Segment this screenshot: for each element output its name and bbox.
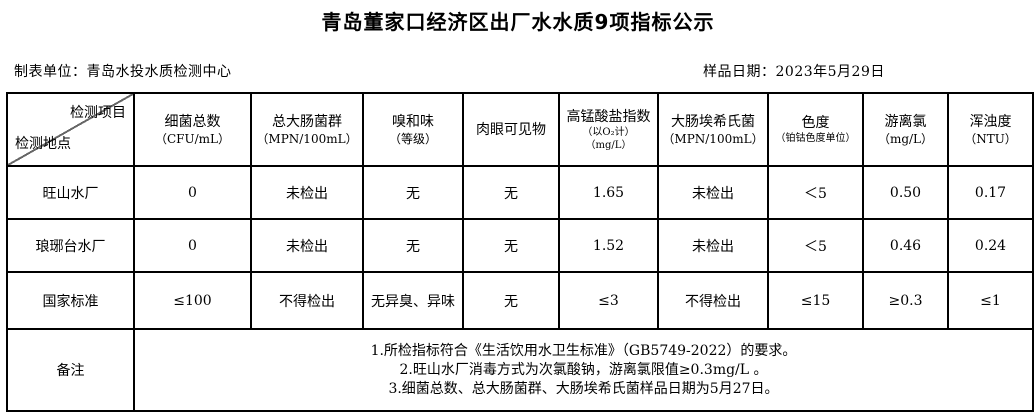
value-cell: 无异臭、异味 [362,271,464,330]
value-cell: ≤1 [947,271,1034,330]
value-cell: 无 [362,218,464,273]
value-cell: ≤15 [767,271,864,330]
sample-date-label: 样品日期：2023年5月29日 [703,64,885,80]
value-cell: 无 [462,218,560,273]
value-cell: 不得检出 [250,271,364,330]
value-cell: 未检出 [657,165,769,220]
remarks-content-cell: 1.所检指标符合《生活饮用水卫生标准》（GB5749-2022）的要求。 2.旺… [133,328,1034,412]
column-header-free-chlorine: 游离氯 （mg/L） [862,92,949,167]
corner-label-items: 检测项目 [70,105,126,121]
value-cell: 0 [133,165,252,220]
header-row: 检测项目 检测地点 细菌总数 （CFU/mL） 总大肠菌群 （MPN/100mL… [6,92,1034,167]
column-header-bacteria-count: 细菌总数 （CFU/mL） [133,92,252,167]
value-cell: 无 [362,165,464,220]
column-header-chromaticity: 色度 （铂钴色度单位） [767,92,864,167]
value-cell: 无 [462,165,560,220]
value-cell: 未检出 [657,218,769,273]
location-cell: 国家标准 [6,271,135,330]
column-header-visible-matter: 肉眼可见物 [462,92,560,167]
value-cell: ≤3 [558,271,659,330]
location-cell: 旺山水厂 [6,165,135,220]
value-cell: 未检出 [250,218,364,273]
value-cell: 不得检出 [657,271,769,330]
value-cell: 0.24 [947,218,1034,273]
remark-line-1: 1.所检指标符合《生活饮用水卫生标准》（GB5749-2022）的要求。 [370,342,797,359]
table-row-wangshan: 旺山水厂 0 未检出 无 无 1.65 未检出 ＜5 0.50 0.17 [6,165,1034,220]
corner-header-cell: 检测项目 检测地点 [6,92,135,167]
value-cell: 1.65 [558,165,659,220]
value-cell: ≥0.3 [862,271,949,330]
value-cell: 未检出 [250,165,364,220]
value-cell: 0.50 [862,165,949,220]
remarks-row: 备注 1.所检指标符合《生活饮用水卫生标准》（GB5749-2022）的要求。 … [6,328,1034,412]
water-quality-table: 检测项目 检测地点 细菌总数 （CFU/mL） 总大肠菌群 （MPN/100mL… [6,92,1034,412]
column-header-e-coli: 大肠埃希氏菌 （MPN/100mL） [657,92,769,167]
value-cell: 0 [133,218,252,273]
remark-line-3: 3.细菌总数、总大肠菌群、大肠埃希氏菌样品日期为5月27日。 [388,380,779,397]
producer-label: 制表单位：青岛水投水质检测中心 [14,64,232,80]
column-header-turbidity: 浑浊度 （NTU） [947,92,1034,167]
value-cell: 0.17 [947,165,1034,220]
table-row-langyatai: 琅琊台水厂 0 未检出 无 无 1.52 未检出 ＜5 0.46 0.24 [6,218,1034,273]
page-title: 青岛董家口经济区出厂水水质9项指标公示 [321,10,715,34]
value-cell: 1.52 [558,218,659,273]
value-cell: 0.46 [862,218,949,273]
value-cell: 无 [462,271,560,330]
table-row-national-standard: 国家标准 ≤100 不得检出 无异臭、异味 无 ≤3 不得检出 ≤15 ≥0.3… [6,271,1034,330]
remark-line-2: 2.旺山水厂消毒方式为次氯酸钠，游离氯限值≥0.3mg/L 。 [399,361,768,378]
column-header-total-coliform: 总大肠菌群 （MPN/100mL） [250,92,364,167]
value-cell: ≤100 [133,271,252,330]
column-header-permanganate-index: 高锰酸盐指数 （以O₂计） （mg/L） [558,92,659,167]
remarks-label-cell: 备注 [6,328,135,412]
location-cell: 琅琊台水厂 [6,218,135,273]
value-cell: ＜5 [767,165,864,220]
corner-label-location: 检测地点 [15,136,71,152]
column-header-odor-taste: 嗅和味 （等级） [362,92,464,167]
value-cell: ＜5 [767,218,864,273]
